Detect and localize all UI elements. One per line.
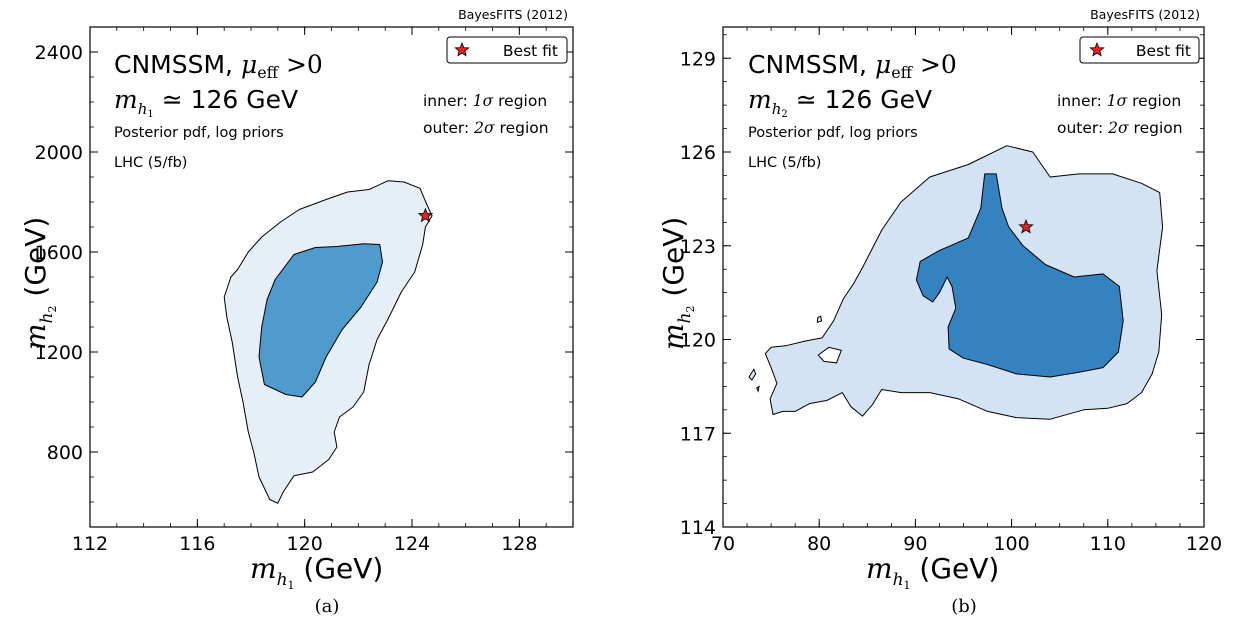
x-tick-label-b: 80	[807, 533, 831, 555]
title-a: CNMSSM, μeff >0	[114, 50, 323, 82]
contour-island-b-3	[756, 385, 760, 393]
x-tick-label-b: 90	[903, 533, 927, 555]
legend-a: Best fit	[446, 36, 568, 64]
x-tick-label-b: 120	[1186, 533, 1222, 555]
xlabel-a: mh1 (GeV)	[250, 552, 383, 592]
y-tick-label-b: 120	[680, 330, 716, 352]
legend-box-a	[446, 36, 568, 64]
panel-b: BayesFITS (2012) 70 80 90 100 110 120 114 117 12…	[657, 7, 1222, 617]
legend-star-icon-b	[1089, 41, 1105, 57]
contour-island-b-1	[816, 315, 823, 324]
x-tick-label-a: 112	[72, 533, 108, 555]
annotation-outer-b: outer: 2σ region	[1057, 119, 1183, 137]
y-tick-label-a: 1600	[35, 242, 83, 264]
x-tick-label-b: 110	[1090, 533, 1126, 555]
x-tick-label-a: 124	[394, 533, 430, 555]
panel-a: BayesFITS (2012) 112 116 120 124 12880012001…	[19, 7, 574, 617]
title-b: CNMSSM, μeff >0	[748, 50, 957, 82]
x-tick-label-b: 100	[993, 533, 1029, 555]
contour-island-b-2	[748, 368, 757, 381]
subtitle-a: mh1 ≃ 126 GeV	[114, 85, 298, 120]
y-tick-label-b: 123	[680, 236, 716, 258]
xlabel-b: mh1 (GeV)	[866, 552, 999, 592]
watermark-a: BayesFITS (2012)	[458, 7, 568, 22]
contour-island-b-0	[817, 346, 842, 364]
annotation-inner-b: inner: 1σ region	[1057, 92, 1181, 110]
annotation-lhc-b: LHC (5/fb)	[748, 155, 821, 171]
ticks-a: 112 116 120 124 128 800 1200 1600 2000 2400	[35, 26, 574, 555]
annotation-priors-b: Posterior pdf, log priors	[748, 125, 918, 141]
ylabel-a: mh2 (GeV)	[19, 217, 59, 350]
x-tick-label-a: 116	[179, 533, 215, 555]
ticks-b: 70 80 90 100 110 120 114 117 120 123 126 129	[680, 27, 1222, 555]
legend-b: Best fit	[1079, 36, 1200, 64]
contour-region-1sigma-b	[915, 173, 1124, 378]
annotation-lhc-a: LHC (5/fb)	[114, 155, 187, 171]
ylabel-b: mh2 (GeV)	[657, 217, 697, 350]
watermark-b: BayesFITS (2012)	[1090, 7, 1200, 22]
regions-b	[748, 145, 1164, 420]
y-tick-label-b: 129	[680, 48, 716, 70]
caption-a: (a)	[315, 596, 340, 617]
svg-text:mh2 (GeV): mh2 (GeV)	[19, 217, 59, 350]
svg-text:mh2 (GeV): mh2 (GeV)	[657, 217, 697, 350]
y-tick-label-b: 117	[680, 423, 716, 445]
annotation-inner-a: inner: 1σ region	[423, 92, 547, 110]
annotation-priors-a: Posterior pdf, log priors	[114, 125, 284, 141]
x-tick-label-a: 128	[501, 533, 537, 555]
y-tick-label-a: 2000	[35, 142, 83, 164]
legend-label-b: Best fit	[1136, 42, 1191, 60]
annotation-outer-a: outer: 2σ region	[423, 119, 549, 137]
legend-box-b	[1079, 36, 1200, 64]
best-fit-marker-b	[1018, 218, 1034, 234]
star-icon	[454, 41, 470, 57]
x-tick-label-b: 70	[711, 533, 735, 555]
y-tick-label-b: 126	[680, 142, 716, 164]
x-tick-label-a: 120	[287, 533, 323, 555]
y-tick-label-a: 800	[47, 442, 83, 464]
regions-a	[223, 180, 434, 504]
caption-b: (b)	[951, 596, 977, 617]
best-fit-marker-a	[417, 207, 434, 223]
contour-region-1sigma-a	[258, 243, 383, 398]
legend-star-icon-a	[454, 41, 470, 57]
y-tick-label-a: 2400	[35, 42, 83, 64]
legend-label-a: Best fit	[503, 42, 558, 60]
subtitle-b: mh2 ≃ 126 GeV	[748, 85, 932, 120]
y-tick-label-b: 114	[680, 517, 716, 539]
star-icon	[1089, 41, 1105, 57]
y-tick-label-a: 1200	[35, 342, 83, 364]
